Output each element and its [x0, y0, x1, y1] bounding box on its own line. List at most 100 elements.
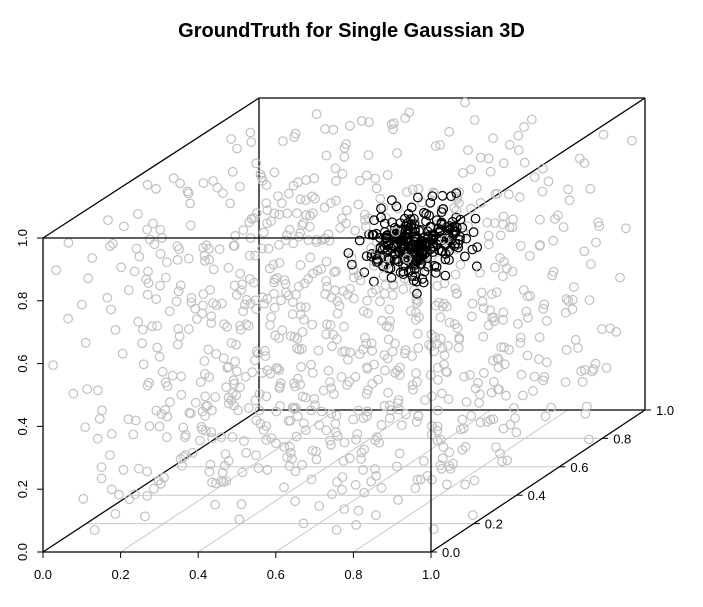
background-point: [325, 198, 336, 208]
background-point: [231, 289, 242, 300]
background-point: [581, 401, 592, 412]
background-point: [325, 377, 335, 388]
background-point: [351, 434, 361, 445]
background-point: [359, 487, 370, 498]
background-point: [615, 272, 625, 283]
background-point: [123, 414, 134, 425]
background-point: [379, 288, 390, 299]
background-point: [325, 320, 336, 330]
background-point: [231, 366, 242, 377]
background-point: [138, 359, 149, 370]
background-point: [148, 218, 158, 229]
background-point: [307, 319, 318, 330]
background-point: [284, 441, 295, 452]
background-point: [226, 134, 237, 144]
background-point: [172, 339, 183, 350]
background-point: [269, 167, 280, 178]
background-point: [483, 153, 494, 164]
background-point: [328, 124, 339, 135]
background-point: [384, 413, 395, 424]
background-point: [371, 183, 382, 194]
background-point: [291, 289, 301, 300]
background-point: [218, 353, 229, 364]
background-point: [483, 239, 494, 250]
background-point: [244, 250, 255, 261]
background-point: [205, 284, 216, 295]
background-point: [382, 169, 393, 180]
background-point: [439, 350, 450, 361]
background-point: [221, 476, 232, 486]
background-point: [316, 264, 327, 274]
background-point: [379, 401, 390, 411]
background-point: [510, 413, 520, 424]
background-point: [405, 306, 416, 316]
background-point: [433, 405, 443, 416]
background-point: [363, 308, 373, 319]
background-point: [76, 299, 87, 310]
background-point: [290, 496, 301, 507]
cluster-point: [391, 201, 402, 212]
background-point: [198, 289, 209, 300]
background-point: [241, 447, 252, 458]
background-point: [306, 474, 317, 485]
background-point: [452, 193, 463, 204]
background-point: [307, 368, 318, 378]
background-point: [374, 437, 385, 448]
background-point: [285, 331, 296, 342]
background-point: [558, 222, 569, 233]
background-point: [284, 461, 295, 471]
background-point: [454, 332, 465, 343]
background-point: [68, 388, 79, 399]
background-point: [131, 243, 142, 254]
background-point: [475, 389, 485, 400]
background-point: [221, 382, 232, 393]
background-point: [183, 188, 194, 199]
background-point: [411, 314, 421, 325]
background-point: [262, 293, 273, 304]
background-point: [526, 114, 537, 125]
background-point: [478, 303, 489, 314]
background-point: [580, 408, 591, 419]
background-point: [324, 235, 335, 246]
background-point: [235, 382, 245, 393]
background-point: [243, 403, 254, 413]
background-point: [175, 178, 186, 189]
background-point: [499, 342, 510, 353]
background-point: [296, 361, 307, 372]
background-point: [244, 217, 255, 228]
background-point: [114, 489, 124, 500]
background-point: [501, 390, 512, 401]
background-point: [430, 141, 441, 152]
background-point: [236, 499, 247, 510]
cluster-point: [401, 219, 412, 229]
background-point: [393, 203, 403, 214]
background-point: [432, 362, 443, 373]
x-tick-label: 0.6: [267, 567, 285, 582]
background-point: [237, 279, 248, 290]
background-point: [321, 425, 332, 436]
background-point: [501, 263, 512, 274]
background-point: [410, 483, 421, 494]
background-point: [465, 370, 475, 380]
cluster-point: [379, 218, 390, 229]
background-point: [186, 293, 197, 303]
background-point: [329, 389, 339, 399]
background-point: [316, 406, 327, 417]
cluster-point: [369, 215, 380, 226]
background-point: [460, 97, 470, 108]
background-point: [561, 345, 572, 355]
background-point: [295, 379, 306, 390]
background-point: [348, 272, 359, 283]
background-point: [251, 304, 262, 314]
floor-grid-line-x: [197, 409, 414, 553]
background-point: [129, 489, 140, 500]
background-point: [457, 414, 468, 425]
background-point: [332, 308, 343, 319]
cluster-point: [375, 242, 386, 253]
background-point: [297, 343, 307, 354]
background-point: [441, 301, 452, 312]
background-point: [133, 316, 144, 327]
background-point: [229, 378, 240, 389]
background-point: [567, 294, 578, 305]
background-point: [251, 415, 262, 426]
